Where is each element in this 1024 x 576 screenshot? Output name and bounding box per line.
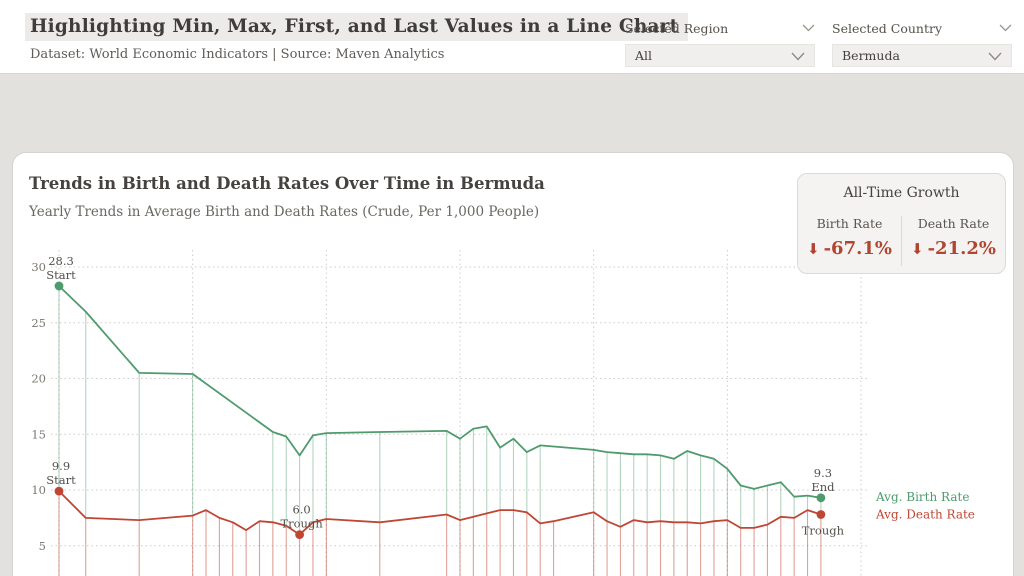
filter-region-header: Selected Region [625,20,815,36]
legend[interactable]: Avg. Birth Rate Avg. Death Rate [875,490,975,522]
down-arrow-icon: ⬇ [807,240,820,258]
chevron-down-icon[interactable] [802,24,815,32]
line-chart[interactable]: 0510152025301960197019801990200020102020… [13,153,1013,576]
marker-dot[interactable] [816,493,826,503]
death-drop-lines [58,491,822,576]
country-select-value: Bermuda [842,48,900,63]
svg-text:9.3: 9.3 [814,466,832,480]
svg-text:28.3: 28.3 [48,254,74,268]
page-title-highlight: Highlighting Min, Max, First, and Last V… [25,13,689,41]
filter-region-label: Selected Region [625,20,729,36]
all-time-growth-panel: All-Time Growth Birth Rate ⬇ -67.1% Death… [797,173,1006,274]
death-rate-change: ⬇ -21.2% [902,238,1005,259]
svg-text:10: 10 [31,483,46,497]
filter-region: Selected Region All [625,20,815,67]
marker-dot[interactable] [295,530,305,539]
filter-country-label: Selected Country [832,20,943,36]
chevron-down-icon [791,46,805,65]
birth-rate-line[interactable] [58,285,822,499]
growth-panel-title: All-Time Growth [843,185,960,201]
svg-text:9.9: 9.9 [52,459,70,473]
svg-text:30: 30 [31,260,46,274]
legend-item-birth[interactable]: Avg. Birth Rate [875,490,969,504]
chart-subtitle: Yearly Trends in Average Birth and Death… [29,204,540,220]
svg-text:End: End [811,480,835,494]
page-title: Highlighting Min, Max, First, and Last V… [30,16,679,37]
region-select[interactable]: All [625,44,815,67]
svg-text:20: 20 [31,372,46,386]
birth-rate-change: ⬇ -67.1% [798,238,901,259]
dashboard-canvas: 0510152025301960197019801990200020102020… [0,73,1024,576]
birth-rate-change-value: -67.1% [823,238,892,259]
chart-card: 0510152025301960197019801990200020102020… [12,152,1014,576]
region-select-value: All [635,48,653,63]
header: Highlighting Min, Max, First, and Last V… [0,0,1024,73]
birth-drop-lines [58,285,822,535]
death-rate-line[interactable] [58,490,822,536]
chevron-down-icon [988,46,1002,65]
filter-country-header: Selected Country [832,20,1012,36]
page-subtitle: Dataset: World Economic Indicators | Sou… [30,47,445,62]
svg-text:Trough: Trough [280,517,323,531]
legend-item-death[interactable]: Avg. Death Rate [875,508,975,522]
marker-dot[interactable] [54,281,64,291]
marker-dot[interactable] [816,510,826,519]
growth-columns: Birth Rate ⬇ -67.1% Death Rate ⬇ -21.2% [798,214,1005,268]
svg-text:Start: Start [46,268,76,282]
svg-text:25: 25 [31,316,46,330]
growth-col-birth: Birth Rate ⬇ -67.1% [798,214,901,268]
death-rate-label: Death Rate [917,216,990,231]
svg-text:15: 15 [31,427,46,441]
filter-country: Selected Country Bermuda [832,20,1012,67]
chevron-down-icon[interactable] [999,24,1012,32]
growth-col-death: Death Rate ⬇ -21.2% [902,214,1005,268]
axis-labels: 0510152025301960197019801990200020102020 [31,260,46,553]
death-rate-change-value: -21.2% [927,238,996,259]
svg-text:Trough: Trough [802,524,845,538]
svg-text:Start: Start [46,473,76,487]
growth-divider [901,216,902,266]
country-select[interactable]: Bermuda [832,44,1012,67]
down-arrow-icon: ⬇ [911,240,924,258]
chart-title: Trends in Birth and Death Rates Over Tim… [29,174,545,193]
marker-dot[interactable] [54,486,64,496]
birth-rate-label: Birth Rate [816,216,883,231]
svg-text:6.0: 6.0 [292,503,310,517]
svg-text:5: 5 [39,539,46,553]
